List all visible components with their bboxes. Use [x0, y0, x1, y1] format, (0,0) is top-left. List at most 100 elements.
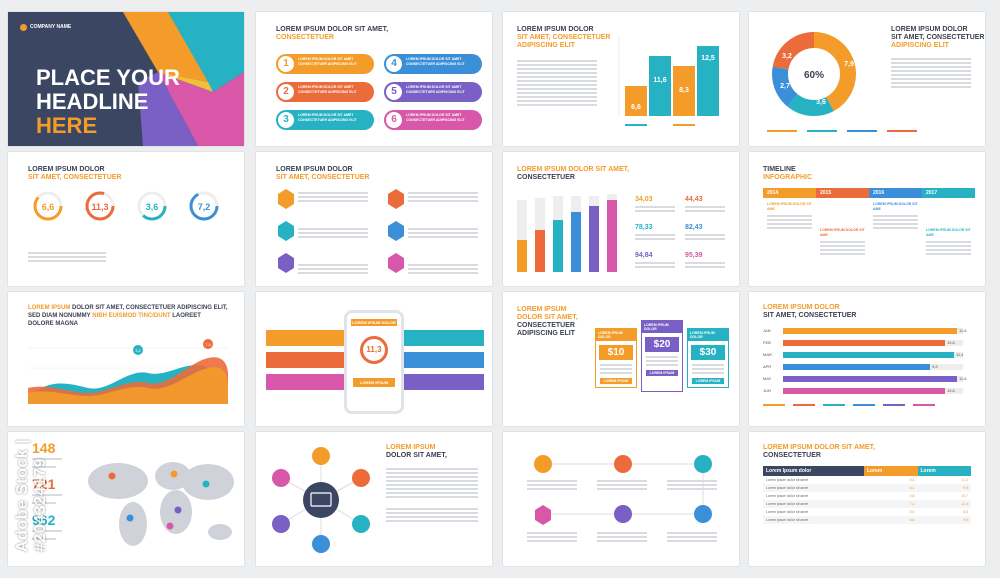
svg-text:3,6: 3,6 [816, 99, 826, 106]
numbered-item[interactable]: 1 LOREM IPSUM DOLOR SIT AMET CONSECTETUER… [276, 54, 374, 74]
numbered-item[interactable]: 3 LOREM IPSUM DOLOR SIT AMET CONSECTETUER… [276, 110, 374, 130]
slide-icon-list[interactable]: LOREM IPSUM DOLOR SIT AMET, CONSECTETUER [256, 152, 492, 286]
table-row[interactable]: Lorem ipsum dolor sit amet 6,6 9,9 [763, 516, 971, 524]
pricing-text-line [646, 360, 678, 362]
timeline-column: 2014 LOREM IPSUM DOLOR SIT AME [763, 188, 816, 257]
hbar-row: JAN 11,6 [763, 326, 973, 338]
headline-line-2: HEADLINE [36, 89, 149, 114]
slide-vertical-bars[interactable]: LOREM IPSUM DOLOR SIT AMET, CONSECTETUER… [503, 152, 739, 286]
numbered-item[interactable]: 5 LOREM IPSUM DOLOR SIT AMET CONSECTETUER… [384, 82, 482, 102]
pricing-header: LOREM IPSUM DOLOR [596, 329, 636, 341]
slide-numbered-list[interactable]: LOREM IPSUM DOLOR SIT AMET, CONSECTETUER… [256, 12, 492, 146]
company-logo-icon [20, 24, 27, 31]
table-header-cell: Lorem Ipsum dolor [763, 466, 864, 476]
timeline-item: LOREM IPSUM DOLOR SIT AME [926, 228, 971, 237]
svg-text:11,3: 11,3 [91, 202, 108, 212]
pricing-button[interactable]: LOREM IPSUM [646, 370, 678, 376]
slide-pricing[interactable]: LOREM IPSUM DOLOR SIT AMET, CONSECTETUER… [503, 292, 739, 426]
timeline-text-line [820, 249, 865, 251]
slide-title: LOREM IPSUM DOLOR [763, 304, 840, 311]
slide-hub-diagram[interactable]: LOREM IPSUM DOLOR SIT AMET, [256, 432, 492, 566]
hbar-fill [783, 376, 957, 382]
timeline-text-line [820, 241, 865, 243]
slide-table[interactable]: LOREM IPSUM DOLOR SIT AMET, CONSECTETUER… [749, 432, 985, 566]
timeline-text-line [767, 227, 812, 229]
slide-cover[interactable]: COMPANY NAME PLACE YOUR HEADLINE HERE [8, 12, 244, 146]
legend-swatch [823, 404, 845, 406]
pricing-card[interactable]: LOREM IPSUM DOLOR $20 LOREM IPSUM [641, 320, 683, 392]
stat-text-line [685, 206, 725, 208]
table-row[interactable]: Lorem ipsum dolor sit amet 6,1 9,5 [763, 484, 971, 492]
bar-1 [625, 86, 647, 116]
table-row[interactable]: Lorem ipsum dolor sit amet 7,2 12,4 [763, 500, 971, 508]
slide-subtitle-2: ADIPISCING ELIT [517, 42, 575, 49]
table-cell: 9,9 [963, 518, 968, 522]
bar-label-2: 11,6 [653, 77, 666, 84]
table-cell: 10,7 [961, 494, 968, 498]
table-row[interactable]: Lorem ipsum dolor sit amet 5,4 11,3 [763, 476, 971, 484]
headline-line-3: HERE [36, 113, 98, 138]
numbered-item[interactable]: 4 LOREM IPSUM DOLOR SIT AMET CONSECTETUER… [384, 54, 482, 74]
numbered-item[interactable]: 2 LOREM IPSUM DOLOR SIT AMET CONSECTETUER… [276, 82, 374, 102]
slide-subtitle: DOLOR SIT AMET, [517, 314, 578, 321]
bar-chart: 6,6 11,6 8,3 12,5 [618, 36, 719, 126]
timeline-column: 2017 LOREM IPSUM DOLOR SIT AME [922, 188, 975, 257]
timeline-text-line [873, 215, 918, 217]
legend-swatch [793, 404, 815, 406]
table-cell: 12,4 [961, 502, 968, 506]
timeline-column: 2016 LOREM IPSUM DOLOR SIT AME [869, 188, 922, 257]
pricing-button[interactable]: LOREM IPSUM [692, 378, 724, 384]
table-cell: Lorem ipsum dolor sit amet [766, 494, 809, 498]
timeline-column: 2015 LOREM IPSUM DOLOR SIT AME [816, 188, 869, 257]
timeline-text-line [820, 245, 865, 247]
stat-text-line [635, 234, 675, 236]
table-row[interactable]: Lorem ipsum dolor sit amet 5,9 8,8 [763, 508, 971, 516]
slide-donut-chart[interactable]: 60% 7,9 3,2 2,7 3,6 LOREM IPSUM DOLOR SI… [749, 12, 985, 146]
table-cell: 6,6 [909, 518, 915, 522]
legend-swatch [853, 404, 875, 406]
slide-phone[interactable]: LOREM IPSUM DOLOR 11,3 LOREM IPSUM [256, 292, 492, 426]
legend-bars [767, 130, 967, 132]
table-row[interactable]: Lorem ipsum dolor sit amet 4,8 10,7 [763, 492, 971, 500]
slide-title: LOREM IPSUM DOLOR SIT AMET, [517, 166, 630, 173]
table-cell: 7,2 [909, 502, 915, 506]
hbar-row: APR 9,8 [763, 362, 973, 374]
pricing-header: LOREM IPSUM DOLOR [642, 321, 682, 333]
table-cell: 5,4 [909, 478, 915, 482]
hbar-row: MAR 11,4 [763, 350, 973, 362]
timeline-item: LOREM IPSUM DOLOR SIT AME [820, 228, 865, 237]
pricing-card[interactable]: LOREM IPSUM DOLOR $30 LOREM IPSUM [687, 328, 729, 388]
pricing-button[interactable]: LOREM IPSUM [600, 378, 632, 384]
timeline-item: LOREM IPSUM DOLOR SIT AME [767, 202, 812, 211]
slide-subtitle: CONSECTETUER [276, 34, 334, 41]
slide-horizontal-bars[interactable]: LOREM IPSUM DOLOR SIT AMET, CONSECTETUER… [749, 292, 985, 426]
table-cell: 11,3 [961, 478, 968, 482]
map-stat-value: 962 [32, 512, 56, 528]
slide-title: LOREM IPSUM DOLOR [276, 166, 353, 173]
map-stat-line [32, 502, 56, 504]
slide-subtitle: SIT AMET, CONSECTETUER [276, 174, 370, 181]
phone-button[interactable]: LOREM IPSUM [353, 378, 395, 387]
svg-text:7,2: 7,2 [198, 202, 211, 212]
map-stat-value: 721 [32, 476, 56, 492]
hbar-fill [783, 352, 954, 358]
slide-subtitle-2: ADIPISCING ELIT [891, 42, 949, 49]
slide-world-map[interactable]: 148 721 962 Adobe Stock | #204324179 [8, 432, 244, 566]
numbered-item[interactable]: 6 LOREM IPSUM DOLOR SIT AMET CONSECTETUER… [384, 110, 482, 130]
slide-bar-chart[interactable]: LOREM IPSUM DOLOR SIT AMET, CONSECTETUER… [503, 12, 739, 146]
slide-timeline[interactable]: TIMELINE INFOGRAPHIC 2014 LOREM IPSUM DOL… [749, 152, 985, 286]
item-number: 3 [278, 112, 294, 128]
map-stat-line [32, 458, 62, 460]
slide-area-chart[interactable]: LOREM IPSUM DOLOR SIT AMET, CONSECTETUER… [8, 292, 244, 426]
peak-label-1: 3,2 [135, 348, 141, 353]
pricing-text-line [646, 364, 678, 366]
slide-process-flow[interactable] [503, 432, 739, 566]
stat-text-line [635, 206, 675, 208]
timeline-year: 2016 [869, 188, 922, 198]
icon-text-lines [298, 190, 368, 276]
body-text-lines [386, 466, 478, 524]
pricing-card[interactable]: LOREM IPSUM DOLOR $10 LOREM IPSUM [595, 328, 637, 388]
slide-circle-stats[interactable]: LOREM IPSUM DOLOR SIT AMET, CONSECTETUER… [8, 152, 244, 286]
hbar-fill [783, 328, 957, 334]
item-number: 1 [278, 56, 294, 72]
